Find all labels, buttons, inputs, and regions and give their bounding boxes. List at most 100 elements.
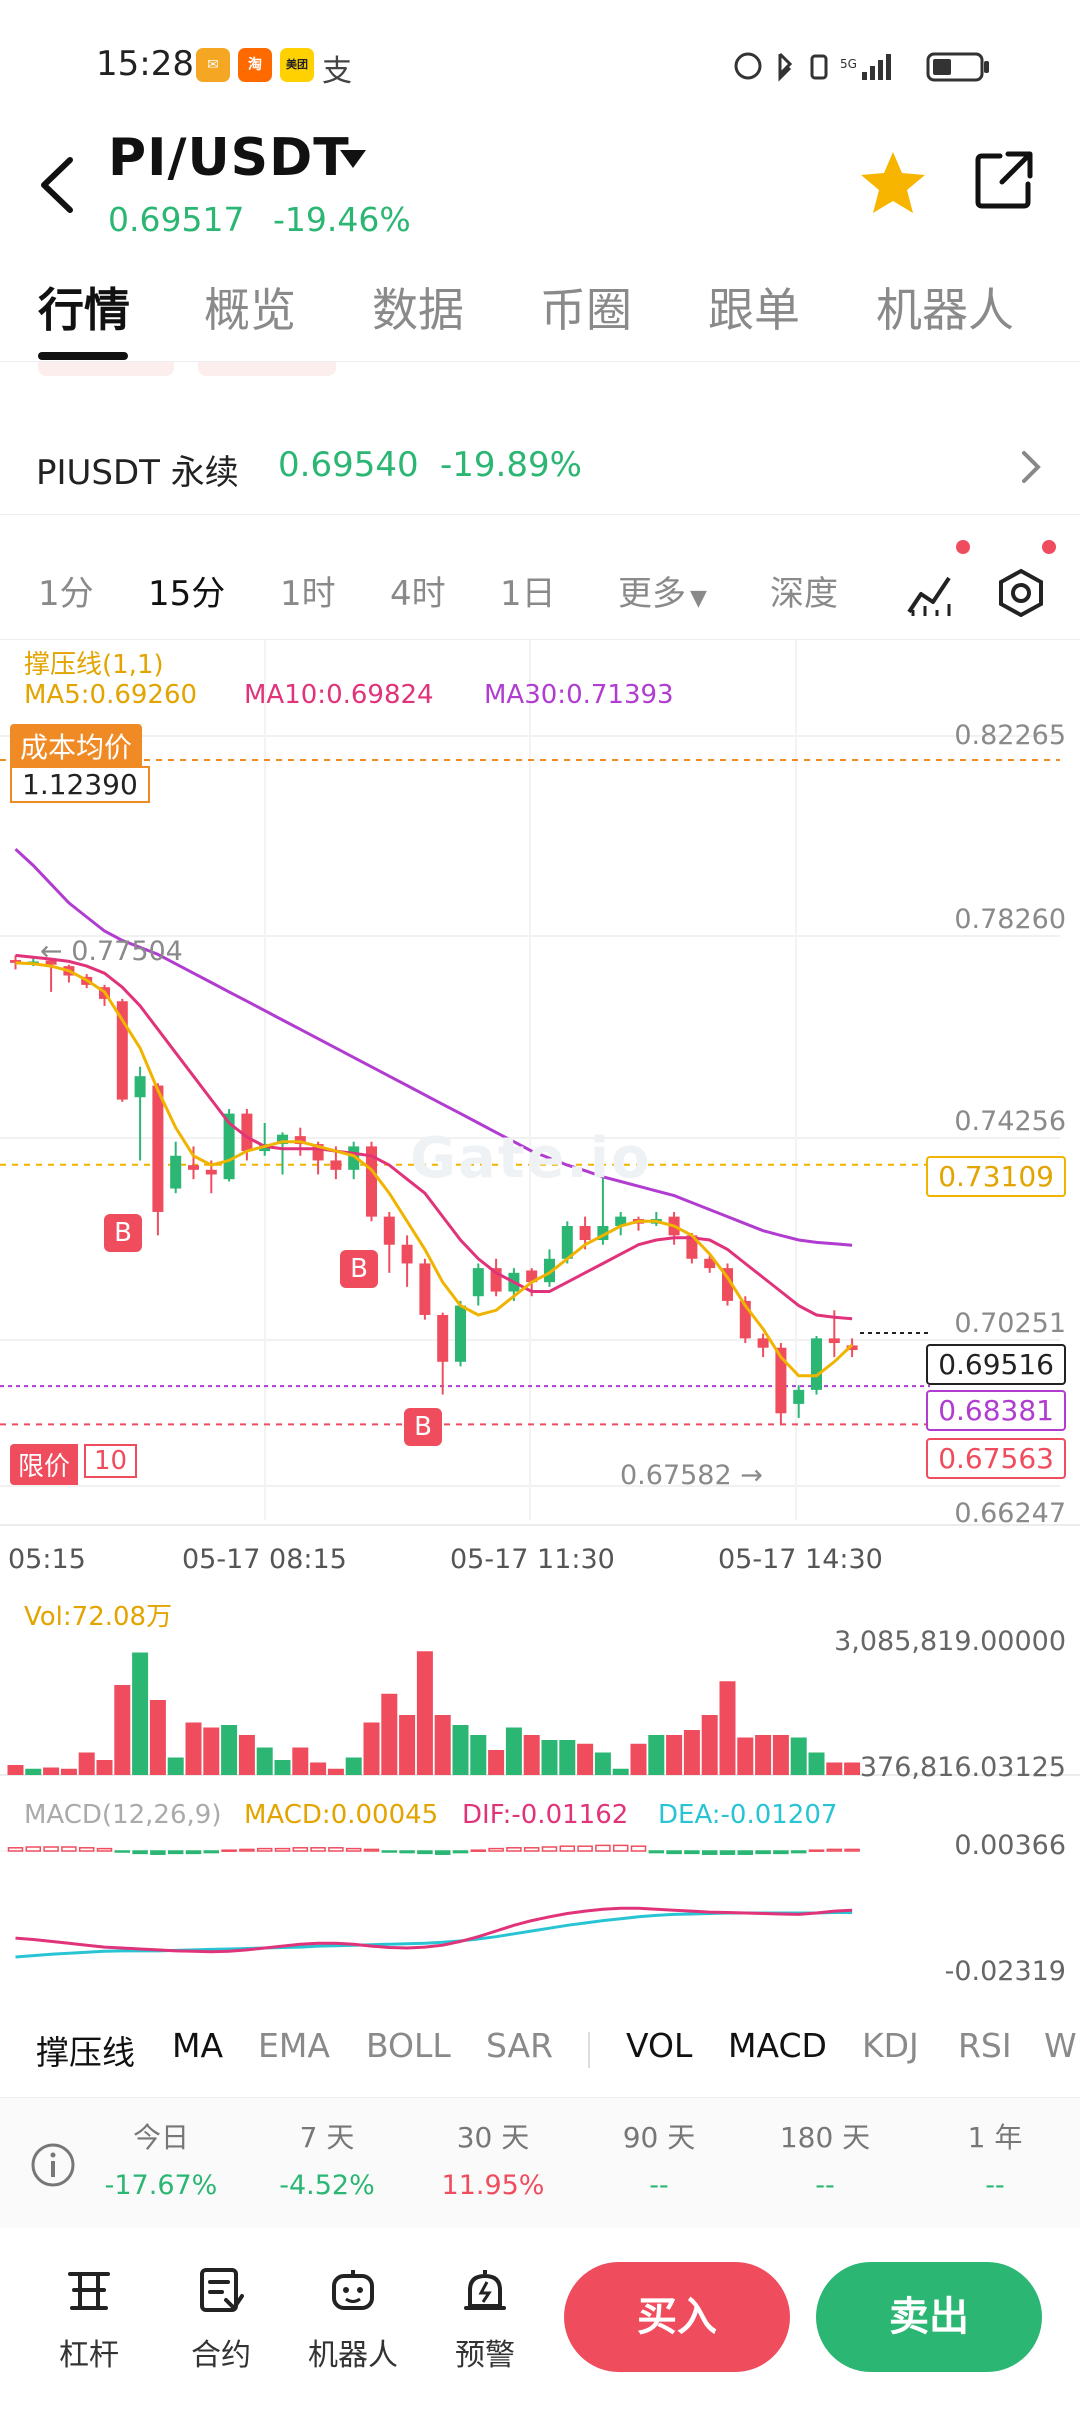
volume-bar [772,1735,789,1775]
candle-body [472,1268,484,1297]
back-icon[interactable] [30,150,90,220]
contract-button[interactable]: 合约 [166,2266,276,2374]
hidden-chip [38,362,174,376]
indicator-ema[interactable]: EMA [258,2026,330,2065]
info-icon[interactable] [30,2142,76,2188]
indicator-kdj[interactable]: KDJ [862,2026,919,2065]
tab-bots[interactable]: 机器人 [876,283,1014,337]
interval-more[interactable]: 更多 ▼ [618,566,707,615]
limit-order-qty[interactable]: 10 [84,1444,138,1478]
price-chart[interactable]: 撑压线(1,1) MA5:0.69260 MA10:0.69824 MA30:0… [0,640,1080,1959]
macd-hist-bar [167,1850,184,1855]
dif-value: DIF:-0.01162 [462,1800,629,1830]
volume-bar [523,1735,540,1775]
tab-copy-trading[interactable]: 跟单 [708,283,800,337]
candle-body [383,1216,395,1245]
buy-marker[interactable]: B [104,1214,142,1252]
volume-bar [612,1768,629,1775]
candle-body [846,1345,858,1351]
candle-body [615,1216,627,1226]
perf-value: -- [815,2170,835,2201]
volume-bar [755,1735,772,1775]
interval-1h[interactable]: 1时 [280,574,336,614]
volume-bar [363,1722,380,1775]
macd-hist-bar [844,1848,860,1852]
robot-button[interactable]: 机器人 [298,2266,408,2374]
volume-bar [149,1700,166,1775]
volume-bar [594,1752,611,1775]
macd-hist-bar [78,1847,95,1852]
volume-legend: Vol:72.08万 [24,1602,173,1632]
pair-dropdown-icon[interactable] [338,148,368,172]
dif-line [15,1906,853,1954]
perpetual-price: 0.69540 [278,445,419,485]
tab-community[interactable]: 币圈 [540,283,632,337]
meituan-app-icon: 美团 [280,48,314,82]
indicator-macd[interactable]: MACD [728,2026,827,2065]
buy-marker[interactable]: B [340,1250,378,1288]
chart-draw-icon[interactable] [905,570,955,620]
status-time: 15:28 [96,44,194,84]
candle-body [170,1155,182,1189]
macd-hist-bar [612,1844,629,1852]
volume-bar [577,1743,594,1775]
ma5-legend: MA5:0.69260 [24,680,198,710]
sell-button[interactable]: 卖出 [816,2262,1042,2372]
macd-hist-bar [577,1845,593,1852]
alert-button[interactable]: 预警 [430,2266,540,2374]
ma10-legend: MA10:0.69824 [244,680,434,710]
volume-bar [327,1768,344,1775]
perpetual-row[interactable]: PIUSDT 永续 0.69540 -19.89% [0,415,1080,515]
macd-hist-bar [790,1850,807,1854]
favorite-star-icon[interactable] [858,148,928,218]
tab-overview[interactable]: 概览 [204,283,296,337]
indicator-sar[interactable]: SAR [486,2026,554,2065]
volume-bar [25,1768,42,1775]
perf-label: 30 天 [456,2121,530,2154]
leverage-label: 杠杆 [59,2338,119,2373]
interval-4h[interactable]: 4时 [390,574,446,614]
chart-canvas[interactable] [0,640,1080,2000]
candle-body [241,1113,253,1152]
tab-data[interactable]: 数据 [372,283,464,337]
candle-body [561,1225,573,1259]
active-tab-indicator [38,352,128,360]
macd-hist-bar [185,1850,202,1855]
leverage-button[interactable]: 杠杆 [34,2266,144,2374]
indicator-support-resistance[interactable]: 撑压线 [36,2033,135,2072]
volume-bar [96,1760,113,1775]
indicator-boll[interactable]: BOLL [366,2026,451,2065]
volume-bar [505,1727,522,1775]
candle-body [348,1146,360,1170]
indicator-w[interactable]: W [1044,2026,1077,2065]
interval-15m[interactable]: 15分 [148,574,226,614]
buy-marker[interactable]: B [404,1408,442,1446]
limit-order-label[interactable]: 限价 [10,1444,79,1485]
buy-button[interactable]: 买入 [564,2262,790,2372]
volume-bar [167,1757,184,1775]
volume-min: 376,816.03125 [859,1752,1066,1783]
macd-hist-bar [221,1849,237,1852]
macd-hist-bar [648,1850,665,1854]
settings-hexagon-icon[interactable] [996,568,1046,618]
candle-body [811,1338,822,1390]
candle-body [116,1001,128,1100]
candle-body [704,1258,716,1269]
candle-body [312,1144,324,1161]
indicator-vol[interactable]: VOL [626,2026,693,2065]
purple-price-tag: 0.68381 [926,1390,1066,1431]
macd-hist-bar [719,1850,736,1855]
perf-value: -- [985,2170,1005,2201]
perpetual-change: -19.89% [440,445,582,485]
indicator-legend: 撑压线(1,1) [24,650,164,680]
depth-button[interactable]: 深度 [770,574,838,614]
tab-market[interactable]: 行情 [38,283,130,337]
interval-1d[interactable]: 1日 [500,574,556,614]
macd-hist-bar [114,1850,131,1853]
interval-1m[interactable]: 1分 [38,574,94,614]
indicator-ma[interactable]: MA [172,2026,224,2065]
share-icon[interactable] [972,148,1036,212]
indicator-rsi[interactable]: RSI [958,2026,1012,2065]
candle-body [45,960,57,965]
pair-title[interactable]: PI/USDT [108,128,350,188]
